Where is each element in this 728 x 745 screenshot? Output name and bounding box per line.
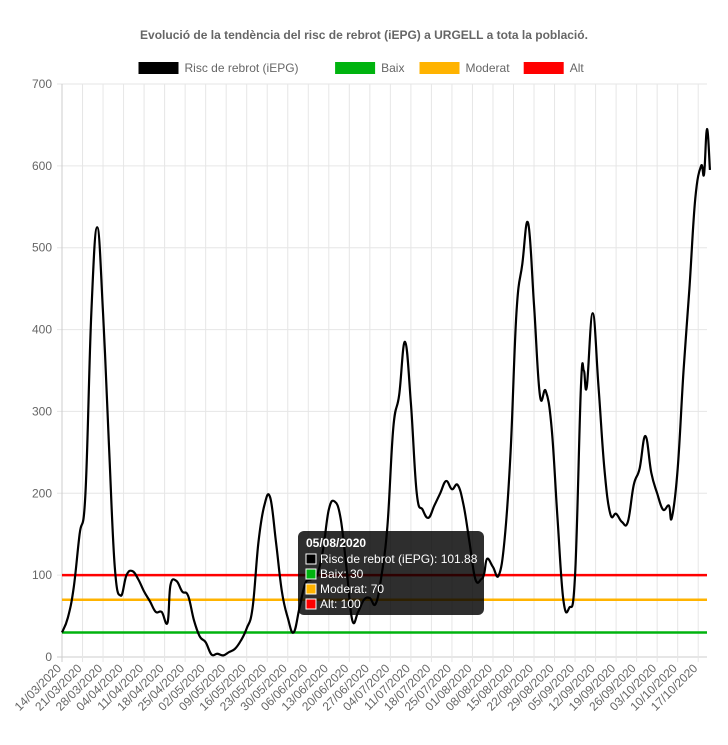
legend-item-moderat[interactable]: Moderat	[419, 61, 511, 75]
legend-swatch	[335, 62, 376, 74]
y-tick-label: 100	[32, 568, 52, 582]
y-tick-label: 700	[32, 77, 52, 91]
legend-item-alt[interactable]: Alt	[523, 61, 585, 75]
tooltip-swatch	[305, 583, 317, 595]
x-axis: 14/03/202021/03/202028/03/202004/04/2020…	[12, 661, 701, 714]
legend-swatch	[138, 62, 179, 74]
tooltip-date: 05/08/2020	[306, 536, 366, 550]
y-tick-label: 200	[32, 486, 52, 500]
legend: Risc de rebrot (iEPG) Baix Moderat Alt	[138, 61, 585, 75]
y-tick-label: 0	[45, 650, 52, 664]
chart-title: Evolució de la tendència del risc de reb…	[140, 28, 588, 42]
legend-item-risc-de-rebrot-iepg-[interactable]: Risc de rebrot (iEPG)	[138, 61, 299, 75]
tooltip: 05/08/2020 Risc de rebrot (iEPG): 101.88B…	[298, 531, 484, 615]
legend-item-baix[interactable]: Baix	[335, 61, 404, 75]
legend-label: Moderat	[466, 61, 511, 75]
series-line-risc-de-rebrot	[60, 127, 712, 657]
legend-label: Baix	[381, 61, 404, 75]
y-axis: 0 100 200 300 400 500 600 700	[32, 77, 52, 664]
tooltip-line: Risc de rebrot (iEPG): 101.88	[320, 552, 478, 566]
y-tick-label: 300	[32, 404, 52, 418]
tooltip-line: Alt: 100	[320, 597, 361, 611]
tooltip-box	[298, 531, 484, 615]
legend-label: Alt	[570, 61, 585, 75]
y-tick-label: 500	[32, 241, 52, 255]
legend-swatch	[419, 62, 460, 74]
tooltip-swatch	[305, 568, 317, 580]
y-tick-label: 400	[32, 323, 52, 337]
legend-swatch	[523, 62, 564, 74]
tooltip-line: Baix: 30	[320, 567, 364, 581]
tooltip-line: Moderat: 70	[320, 582, 384, 596]
y-tick-label: 600	[32, 159, 52, 173]
tooltip-swatch	[305, 553, 317, 565]
legend-label: Risc de rebrot (iEPG)	[185, 61, 299, 75]
tooltip-swatch	[305, 598, 317, 610]
